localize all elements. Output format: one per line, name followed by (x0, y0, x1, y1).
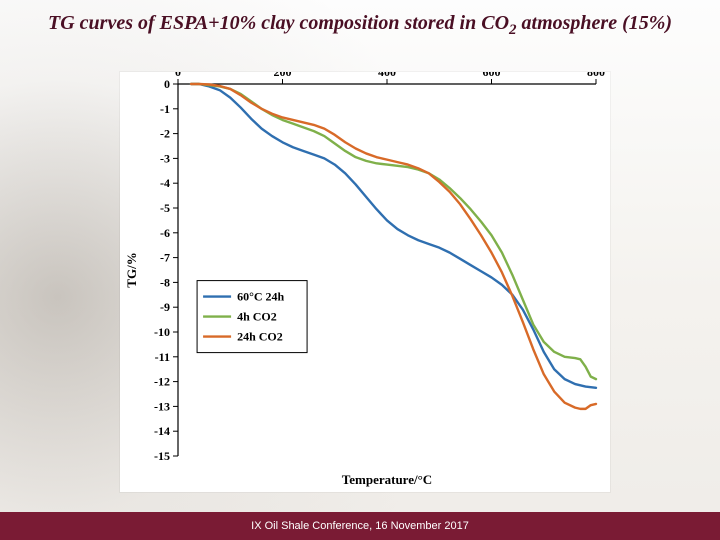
svg-text:-7: -7 (160, 251, 170, 265)
svg-text:-5: -5 (160, 201, 170, 215)
svg-text:4h CO2: 4h CO2 (237, 310, 277, 324)
svg-text:800: 800 (587, 72, 605, 79)
svg-text:TG/%: TG/% (124, 252, 139, 287)
svg-text:-4: -4 (160, 176, 170, 190)
svg-text:24h CO2: 24h CO2 (237, 330, 283, 344)
svg-text:0: 0 (164, 77, 170, 91)
svg-text:-13: -13 (154, 399, 170, 413)
svg-text:600: 600 (483, 72, 501, 79)
svg-text:0: 0 (175, 72, 181, 79)
svg-text:-2: -2 (160, 127, 170, 141)
svg-text:-3: -3 (160, 151, 170, 165)
svg-text:60°C 24h: 60°C 24h (237, 290, 284, 304)
svg-text:200: 200 (274, 72, 292, 79)
footer-bar: IX Oil Shale Conference, 16 November 201… (0, 512, 720, 540)
footer-text: IX Oil Shale Conference, 16 November 201… (251, 520, 469, 532)
tg-line-chart: 0 200 400 600 800 0 -1 -2 -3 -4 -5 -6 -7 -8 -9 -10 -11 -1… (120, 72, 610, 492)
svg-text:-15: -15 (154, 449, 170, 463)
svg-text:-12: -12 (154, 375, 170, 389)
svg-text:-10: -10 (154, 325, 170, 339)
svg-text:-9: -9 (160, 300, 170, 314)
svg-text:-6: -6 (160, 226, 170, 240)
svg-text:Temperature/°C: Temperature/°C (342, 472, 432, 487)
svg-text:-11: -11 (155, 350, 170, 364)
page-title: TG curves of ESPA+10% clay composition s… (48, 10, 688, 41)
svg-text:-1: -1 (160, 102, 170, 116)
svg-text:-14: -14 (154, 424, 170, 438)
tg-chart-container: 0 200 400 600 800 0 -1 -2 -3 -4 -5 -6 -7 -8 -9 -10 -11 -1… (120, 72, 610, 492)
svg-text:400: 400 (378, 72, 396, 79)
svg-text:-8: -8 (160, 275, 170, 289)
